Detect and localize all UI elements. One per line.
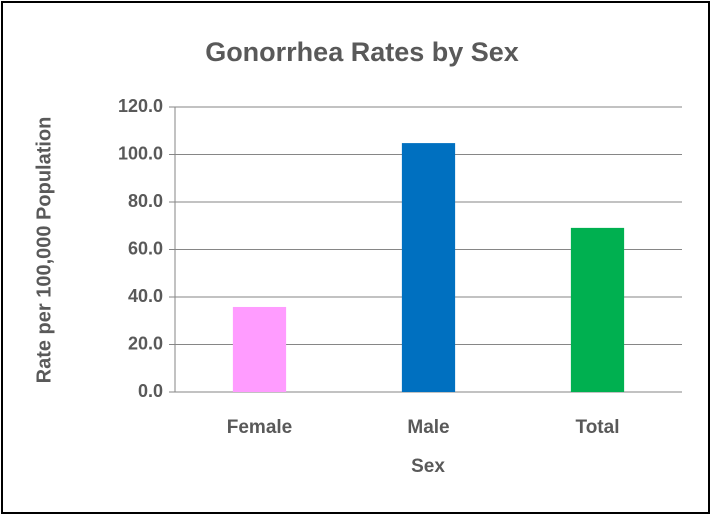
y-tick-label: 20.0 (128, 333, 163, 353)
x-tick-label: Male (407, 417, 449, 438)
bar (232, 306, 287, 392)
chart-title: Gonorrhea Rates by Sex (205, 37, 519, 67)
y-tick-label: 100.0 (118, 143, 163, 163)
y-tick-label: 80.0 (128, 191, 163, 211)
bar (401, 143, 456, 392)
y-tick-label: 40.0 (128, 286, 163, 306)
y-tick-label: 60.0 (128, 238, 163, 258)
x-axis-label: Sex (411, 456, 445, 477)
x-tick-label: Total (576, 417, 620, 438)
bar (570, 227, 625, 392)
y-axis-label: Rate per 100,000 Population (33, 117, 55, 384)
x-tick-label: Female (227, 417, 292, 438)
y-tick-label: 0.0 (138, 381, 163, 401)
y-tick-label: 120.0 (118, 96, 163, 116)
